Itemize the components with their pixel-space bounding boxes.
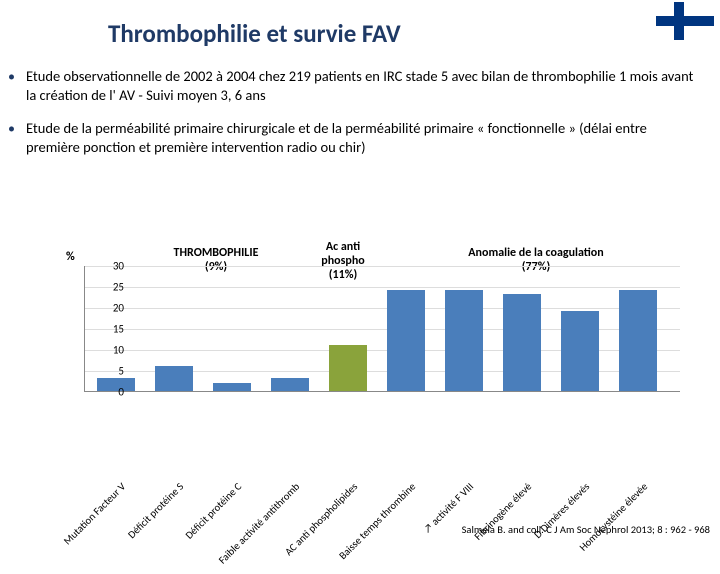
chart-bar: [561, 311, 599, 391]
y-tick: 5: [118, 365, 124, 378]
y-tick: 25: [113, 281, 124, 294]
chart-bar: [329, 345, 367, 391]
chart-bar: [445, 290, 483, 391]
chart-bar: [619, 290, 657, 391]
chart-bar: [155, 366, 193, 391]
y-tick: 0: [118, 386, 124, 399]
y-tick: 20: [113, 302, 124, 315]
bullet-marker: •: [8, 119, 26, 157]
bullet-marker: •: [8, 67, 26, 105]
chart-bar: [271, 378, 309, 391]
chart-bar: [213, 383, 251, 391]
thrombophilia-chart: % THROMBOPHILIE(9%)Ac antiphospho(11%)An…: [46, 250, 686, 496]
chart-bar: [503, 294, 541, 391]
bullet-item: • Etude de la perméabilité primaire chir…: [8, 119, 700, 157]
bullet-text: Etude de la perméabilité primaire chirur…: [26, 119, 700, 157]
bullet-list: • Etude observationnelle de 2002 à 2004 …: [0, 49, 720, 157]
finland-flag: [656, 2, 714, 40]
y-tick: 15: [113, 323, 124, 336]
chart-bar: [387, 290, 425, 391]
bullet-text: Etude observationnelle de 2002 à 2004 ch…: [26, 67, 700, 105]
y-axis-label: %: [66, 250, 75, 264]
chart-plot-area: [84, 266, 680, 392]
chart-bar: [97, 378, 135, 391]
y-tick: 30: [113, 260, 124, 273]
bullet-item: • Etude observationnelle de 2002 à 2004 …: [8, 67, 700, 105]
citation: Salmela B. and coll. C J Am Soc Nephrol …: [462, 523, 710, 536]
page-title: Thrombophilie et survie FAV: [0, 0, 720, 49]
y-tick: 10: [113, 344, 124, 357]
